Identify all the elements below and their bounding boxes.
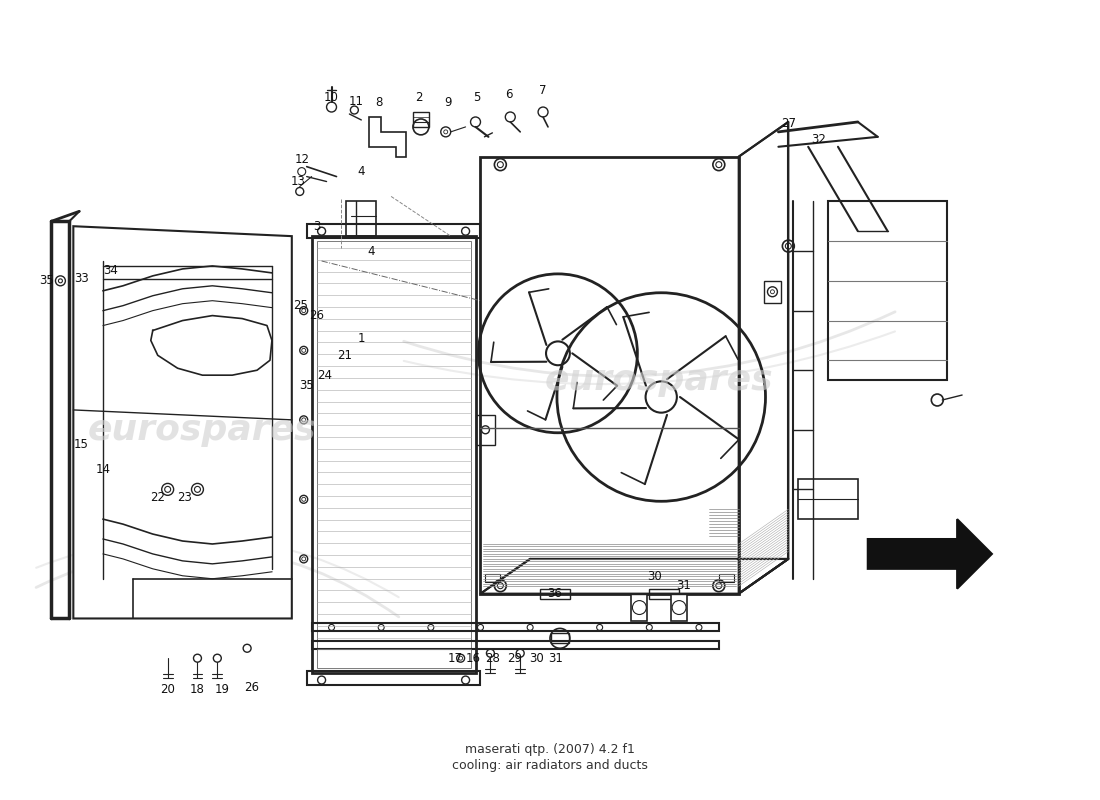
Circle shape (770, 290, 774, 294)
Text: 3: 3 (312, 220, 320, 233)
Circle shape (546, 342, 570, 366)
Text: 12: 12 (294, 153, 309, 166)
Bar (311, 236, 475, 673)
Bar (540, 589, 570, 598)
Bar (485, 574, 501, 582)
Bar (311, 623, 718, 631)
Text: eurospares: eurospares (544, 363, 773, 397)
Circle shape (58, 279, 63, 283)
Text: 30: 30 (647, 570, 661, 583)
FancyArrowPatch shape (404, 331, 895, 384)
Bar (311, 642, 718, 650)
Circle shape (646, 382, 676, 413)
Circle shape (301, 498, 306, 502)
Circle shape (716, 162, 722, 168)
Bar (475, 415, 495, 445)
Text: 32: 32 (811, 134, 826, 146)
Text: 31: 31 (676, 579, 692, 592)
Polygon shape (74, 226, 292, 618)
Text: 9: 9 (444, 95, 451, 109)
Text: 26: 26 (244, 682, 260, 694)
Text: 4: 4 (358, 165, 365, 178)
Text: 10: 10 (324, 90, 339, 104)
Bar (718, 574, 734, 582)
Text: 5: 5 (473, 90, 481, 104)
Circle shape (785, 243, 791, 249)
Text: 19: 19 (214, 683, 230, 697)
Circle shape (301, 418, 306, 422)
Text: 16: 16 (466, 652, 481, 665)
FancyArrowPatch shape (404, 312, 895, 376)
Polygon shape (370, 117, 406, 157)
Text: 7: 7 (539, 84, 547, 97)
Bar (799, 479, 858, 519)
Text: 30: 30 (529, 652, 543, 665)
Bar (412, 112, 429, 127)
Text: 28: 28 (485, 652, 499, 665)
Bar (317, 241, 471, 668)
Text: 23: 23 (177, 491, 192, 504)
Text: 35: 35 (40, 274, 54, 287)
Text: 26: 26 (309, 309, 324, 322)
FancyArrowPatch shape (36, 537, 398, 597)
Text: 13: 13 (290, 175, 305, 188)
Text: 6: 6 (506, 88, 513, 101)
Bar (631, 594, 647, 622)
Bar (649, 589, 679, 598)
Text: 15: 15 (74, 438, 89, 451)
Bar (828, 202, 947, 380)
Text: 33: 33 (74, 272, 89, 286)
Bar (763, 281, 781, 302)
Text: 20: 20 (161, 683, 175, 697)
Bar (671, 594, 688, 622)
Text: 1: 1 (358, 332, 365, 345)
Text: 22: 22 (151, 491, 165, 504)
Text: 31: 31 (549, 652, 563, 665)
Text: 2: 2 (415, 90, 422, 104)
Text: 36: 36 (548, 587, 562, 600)
Text: 24: 24 (317, 369, 332, 382)
Text: 8: 8 (375, 95, 383, 109)
Bar (481, 157, 739, 594)
Bar (307, 671, 481, 685)
Circle shape (716, 582, 722, 589)
Bar (307, 224, 481, 238)
Circle shape (301, 348, 306, 352)
Text: 18: 18 (190, 683, 205, 697)
Text: 17: 17 (448, 652, 463, 665)
Text: 27: 27 (781, 118, 795, 130)
Bar (346, 202, 376, 236)
Circle shape (195, 486, 200, 492)
Text: 34: 34 (103, 265, 119, 278)
Circle shape (301, 557, 306, 561)
Circle shape (497, 582, 504, 589)
Text: 14: 14 (96, 463, 111, 476)
Text: 25: 25 (294, 299, 308, 312)
Text: 21: 21 (337, 349, 352, 362)
Text: 29: 29 (507, 652, 521, 665)
Polygon shape (868, 519, 992, 589)
Circle shape (301, 309, 306, 313)
Text: eurospares: eurospares (88, 413, 317, 446)
Bar (551, 634, 569, 643)
Text: 11: 11 (349, 94, 364, 107)
FancyArrowPatch shape (36, 547, 399, 617)
Circle shape (497, 162, 504, 168)
Text: maserati qtp. (2007) 4.2 f1
cooling: air radiators and ducts: maserati qtp. (2007) 4.2 f1 cooling: air… (452, 743, 648, 771)
Text: 35: 35 (299, 378, 315, 392)
Circle shape (165, 486, 170, 492)
Text: 4: 4 (367, 245, 375, 258)
